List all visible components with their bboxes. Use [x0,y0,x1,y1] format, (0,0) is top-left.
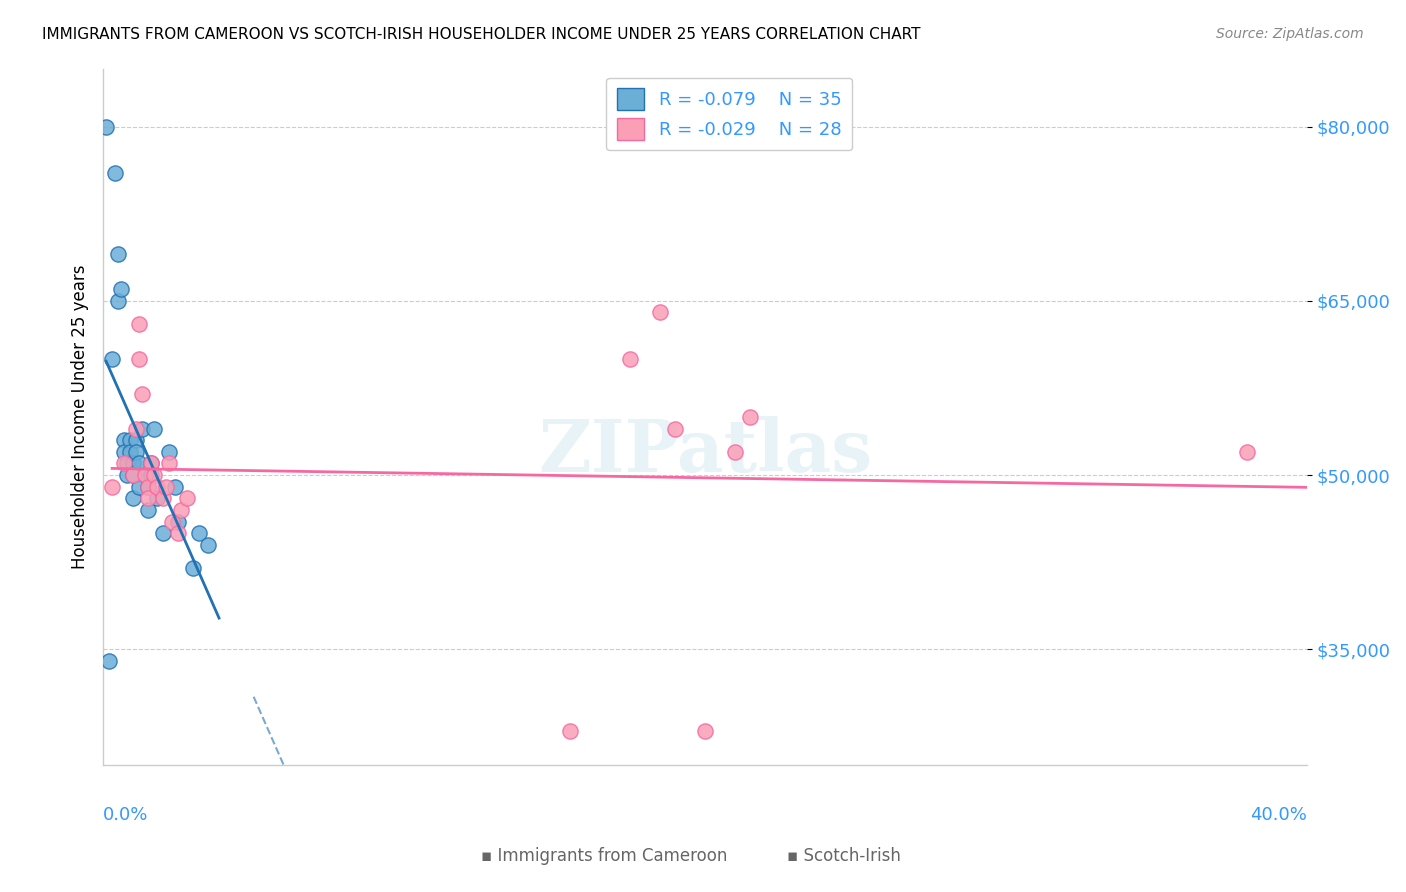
Point [152,526,174,541]
Point [101,480,124,494]
Text: 40.0%: 40.0% [1250,806,1308,824]
Point [120,445,142,459]
Point [136,480,159,494]
Point [136,503,159,517]
Text: ZIPatlas: ZIPatlas [538,417,872,487]
Point [98,654,121,668]
Point [146,480,169,494]
Point [134,468,156,483]
Point [143,421,166,435]
Point [128,480,150,494]
Point [188,526,211,541]
Point [134,468,156,483]
Point [167,526,190,541]
Point [183,561,205,575]
Point [115,468,138,483]
Point [1236,445,1258,459]
Point [136,491,159,506]
Point [695,723,717,738]
Point [146,491,169,506]
Text: ▪ Scotch-Irish: ▪ Scotch-Irish [787,847,900,865]
Point [104,166,127,180]
Point [101,351,124,366]
Point [125,433,148,447]
Point [197,538,219,552]
Text: Source: ZipAtlas.com: Source: ZipAtlas.com [1216,27,1364,41]
Point [122,468,145,483]
Point [128,457,150,471]
Point [125,445,148,459]
Point [112,457,135,471]
Point [131,421,153,435]
Point [664,421,686,435]
Point [162,515,184,529]
Point [125,421,148,435]
Point [155,480,177,494]
Point [157,457,180,471]
Point [112,433,135,447]
Point [128,317,150,331]
Point [128,351,150,366]
Point [131,386,153,401]
Point [107,247,129,261]
Point [122,457,145,471]
Point [170,503,193,517]
Point [107,293,129,308]
Text: 0.0%: 0.0% [103,806,149,824]
Point [740,409,762,424]
Legend: R = -0.079    N = 35, R = -0.029    N = 28: R = -0.079 N = 35, R = -0.029 N = 28 [606,78,852,151]
Point [619,351,641,366]
Text: IMMIGRANTS FROM CAMEROON VS SCOTCH-IRISH HOUSEHOLDER INCOME UNDER 25 YEARS CORRE: IMMIGRANTS FROM CAMEROON VS SCOTCH-IRISH… [42,27,921,42]
Point [141,468,163,483]
Point [165,480,187,494]
Point [648,305,671,319]
Point [143,468,166,483]
Point [110,282,132,296]
Point [141,457,163,471]
Point [122,468,145,483]
Text: ▪ Immigrants from Cameroon: ▪ Immigrants from Cameroon [481,847,728,865]
Point [167,515,190,529]
Point [141,457,163,471]
Point [120,433,142,447]
Point [94,120,117,134]
Y-axis label: Householder Income Under 25 years: Householder Income Under 25 years [72,265,89,569]
Point [176,491,198,506]
Point [724,445,747,459]
Point [558,723,581,738]
Point [122,491,145,506]
Point [112,445,135,459]
Point [136,480,159,494]
Point [157,445,180,459]
Point [152,491,174,506]
Point [115,457,138,471]
